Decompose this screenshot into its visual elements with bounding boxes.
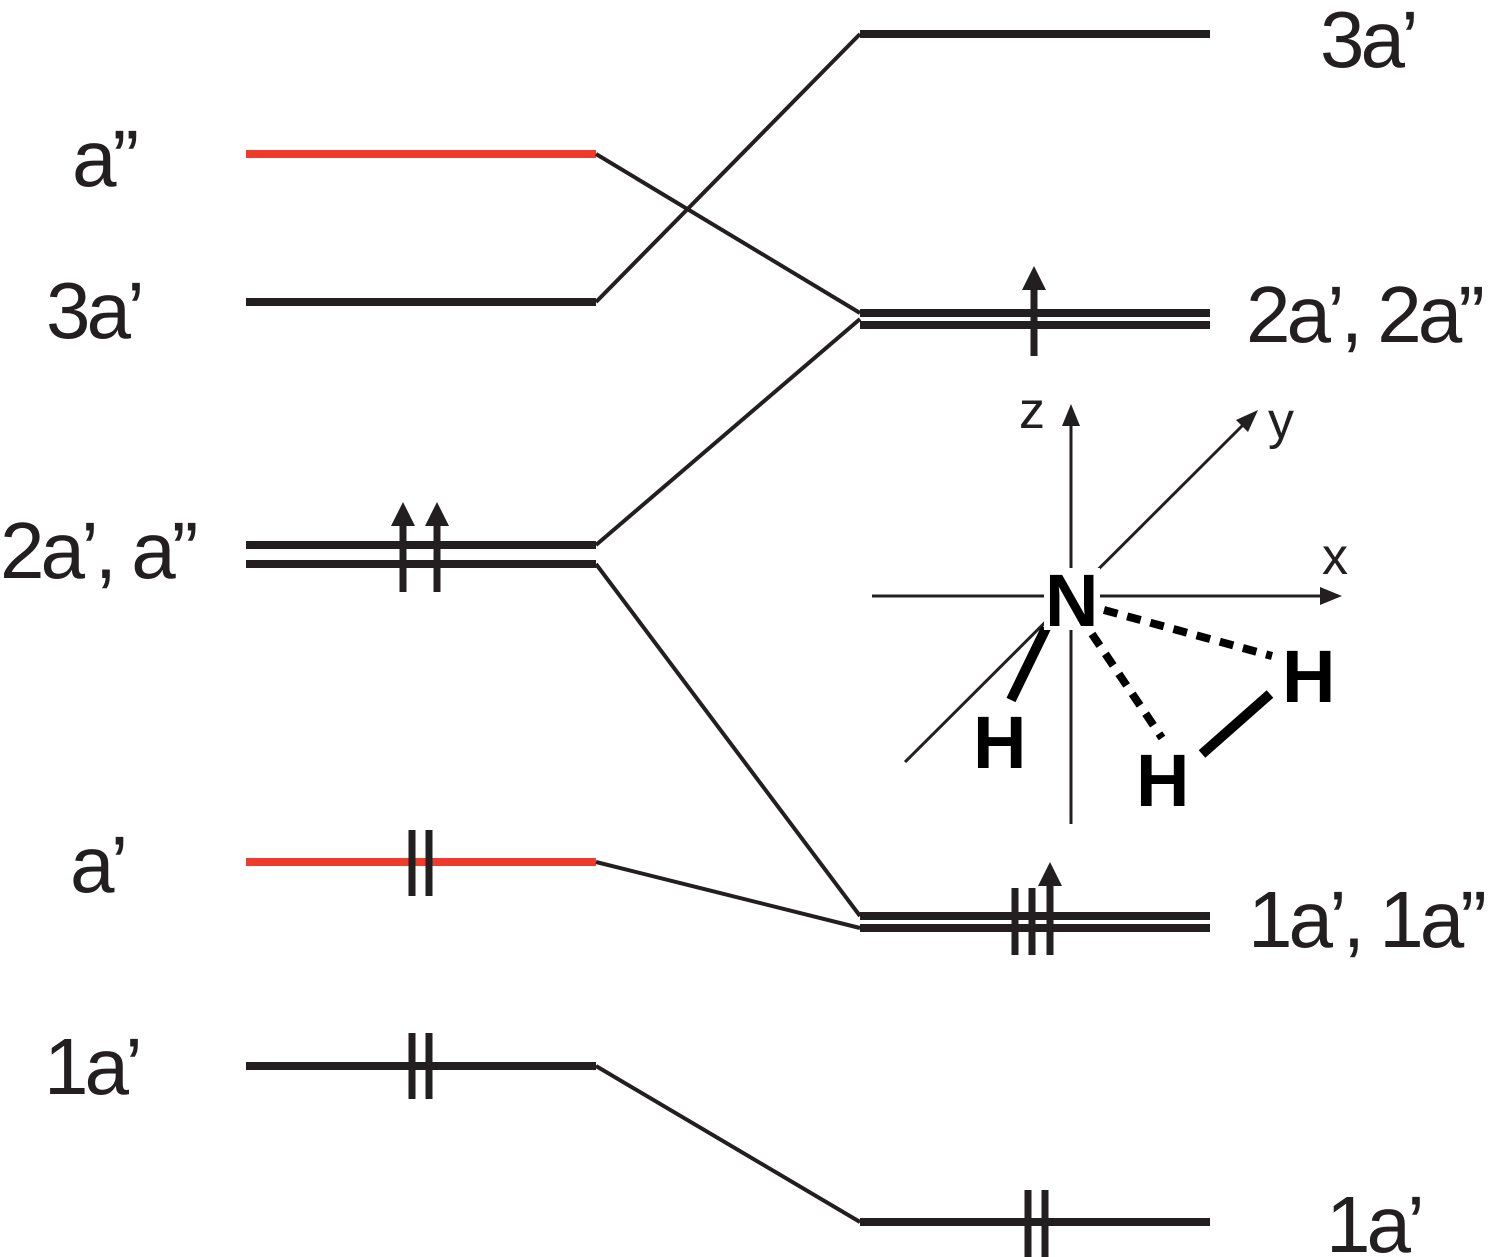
atom-h-front: H: [973, 701, 1026, 784]
label-left-2a1-a2: 2a’, a”: [0, 506, 196, 595]
label-left-3a1: 3a’: [46, 266, 141, 355]
atom-h-right: H: [1282, 635, 1335, 718]
connector-2a1-to-1a: [594, 562, 862, 918]
atom-h-lower: H: [1136, 739, 1189, 822]
axis-label-y: y: [1268, 392, 1294, 450]
connector-2a1-to-2a: [594, 317, 862, 547]
connector-3a1-to-3a1: [594, 32, 862, 304]
electrons-right-2a: [1022, 266, 1046, 356]
label-left-a1: a’: [70, 820, 124, 909]
electrons-right-1a1-low: [1024, 1190, 1049, 1257]
label-right-1a1-low: 1a’: [1326, 1180, 1421, 1257]
electrons-right-1a: [1011, 862, 1062, 955]
label-left-1a1: 1a’: [44, 1022, 139, 1111]
atom-n: N: [1045, 559, 1098, 642]
label-right-2a: 2a’, 2a”: [1246, 270, 1482, 359]
label-right-1a: 1a’, 1a”: [1248, 875, 1484, 964]
electrons-left-a1: [408, 830, 433, 896]
connector-a2-to-2a: [594, 152, 862, 315]
connector-a1-to-1a: [595, 860, 861, 930]
connector-1a1-to-1a1: [594, 1064, 862, 1224]
label-right-3a1: 3a’: [1320, 0, 1415, 84]
bond-h-h: [1198, 690, 1274, 758]
label-left-a2: a”: [72, 114, 136, 203]
electrons-left-1a1: [408, 1033, 433, 1099]
electrons-left-2a1: [391, 502, 449, 592]
bond-dash-right: [1102, 606, 1274, 660]
axis-label-z: z: [1019, 382, 1045, 440]
bond-dash-lower: [1088, 631, 1166, 741]
axis-label-x: x: [1322, 528, 1348, 586]
bond-wedge-front: [1006, 625, 1051, 703]
